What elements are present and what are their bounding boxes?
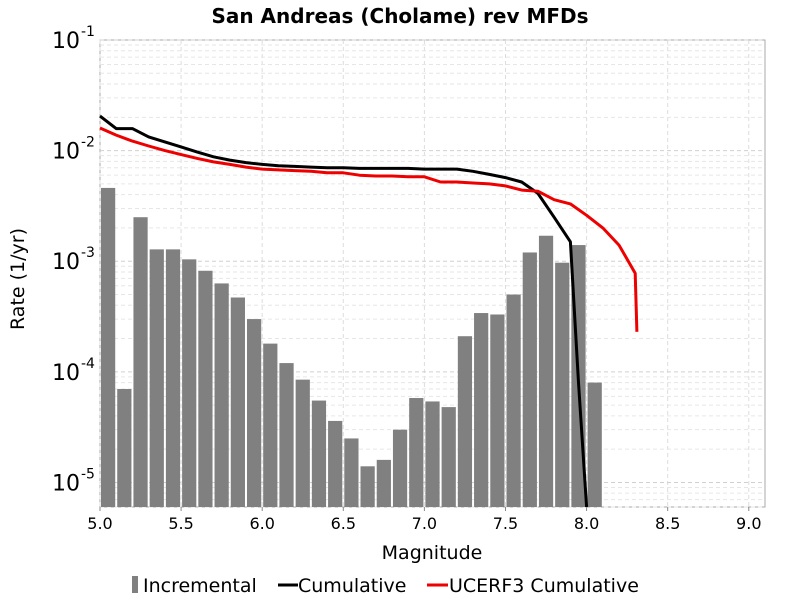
x-tick-label: 8.0 <box>574 514 599 533</box>
x-axis-ticks: 5.0 5.5 6.0 6.5 7.0 7.5 8.0 8.5 9.0 <box>87 507 762 533</box>
incremental-bar <box>555 262 570 507</box>
y-tick-label: 10 -5 <box>52 466 95 496</box>
y-tick-base: 10 <box>52 361 80 386</box>
incremental-bar <box>133 217 148 507</box>
x-tick-label: 8.5 <box>655 514 680 533</box>
y-axis-ticks: 10-510-410-310-210-1 <box>52 24 95 496</box>
y-tick-base: 10 <box>52 250 80 275</box>
legend-incremental-label: Incremental <box>143 575 257 597</box>
x-tick-label: 7.5 <box>493 514 518 533</box>
y-tick-exponent: -4 <box>81 356 95 372</box>
x-tick-label: 5.0 <box>87 514 112 533</box>
incremental-bar <box>101 187 116 507</box>
incremental-bar <box>376 459 391 507</box>
x-tick-label: 5.5 <box>168 514 193 533</box>
incremental-bar <box>182 259 197 507</box>
incremental-bar <box>587 382 602 507</box>
x-axis-label: Magnitude <box>382 542 483 564</box>
incremental-bar <box>522 252 537 507</box>
cumulative-lines <box>99 114 639 508</box>
incremental-bar <box>506 294 521 507</box>
incremental-bar <box>295 379 310 507</box>
x-tick-label: 9.0 <box>736 514 761 533</box>
incremental-bar <box>311 400 327 507</box>
y-tick-label: 10 -4 <box>52 356 95 386</box>
legend-cumulative-label: Cumulative <box>298 575 406 597</box>
y-axis-label: Rate (1/yr) <box>7 228 29 330</box>
legend-ucerf3-label: UCERF3 Cumulative <box>449 575 639 597</box>
y-tick-label: 10 -2 <box>52 135 95 165</box>
cumulative-line <box>99 114 589 508</box>
incremental-bar <box>425 401 440 507</box>
incremental-bar <box>344 438 359 507</box>
incremental-bar <box>165 249 181 507</box>
y-tick-exponent: -5 <box>81 466 95 482</box>
incremental-bar <box>474 313 489 507</box>
ucerf3-cumulative-line <box>99 126 639 332</box>
incremental-bar <box>538 235 554 507</box>
legend-incremental-swatch <box>132 576 138 593</box>
incremental-bar <box>441 407 456 507</box>
incremental-bar <box>409 398 424 507</box>
y-tick-base: 10 <box>52 471 80 496</box>
y-tick-base: 10 <box>52 140 80 165</box>
incremental-bar <box>198 270 213 507</box>
y-tick-base: 10 <box>52 29 80 54</box>
chart-title: San Andreas (Cholame) rev MFDs <box>211 4 588 28</box>
incremental-bar <box>490 314 505 507</box>
y-tick-exponent: -2 <box>81 135 95 151</box>
incremental-bar <box>392 429 408 507</box>
x-tick-label: 6.0 <box>249 514 274 533</box>
x-tick-label: 6.5 <box>331 514 356 533</box>
incremental-bar <box>279 363 294 507</box>
legend: Incremental Cumulative UCERF3 Cumulative <box>132 575 639 597</box>
incremental-bar <box>117 388 132 507</box>
incremental-bar <box>214 283 229 507</box>
incremental-bar <box>328 420 343 507</box>
y-tick-label: 10 -1 <box>52 24 95 54</box>
y-tick-exponent: -1 <box>81 24 95 40</box>
incremental-bar <box>263 343 278 507</box>
incremental-bar <box>360 466 375 507</box>
y-tick-label: 10 -3 <box>52 245 95 275</box>
y-tick-exponent: -3 <box>81 245 95 261</box>
x-tick-label: 7.0 <box>412 514 437 533</box>
incremental-bar <box>230 297 245 507</box>
incremental-bar <box>149 249 164 507</box>
incremental-bar <box>246 319 262 507</box>
incremental-bar <box>457 336 473 507</box>
